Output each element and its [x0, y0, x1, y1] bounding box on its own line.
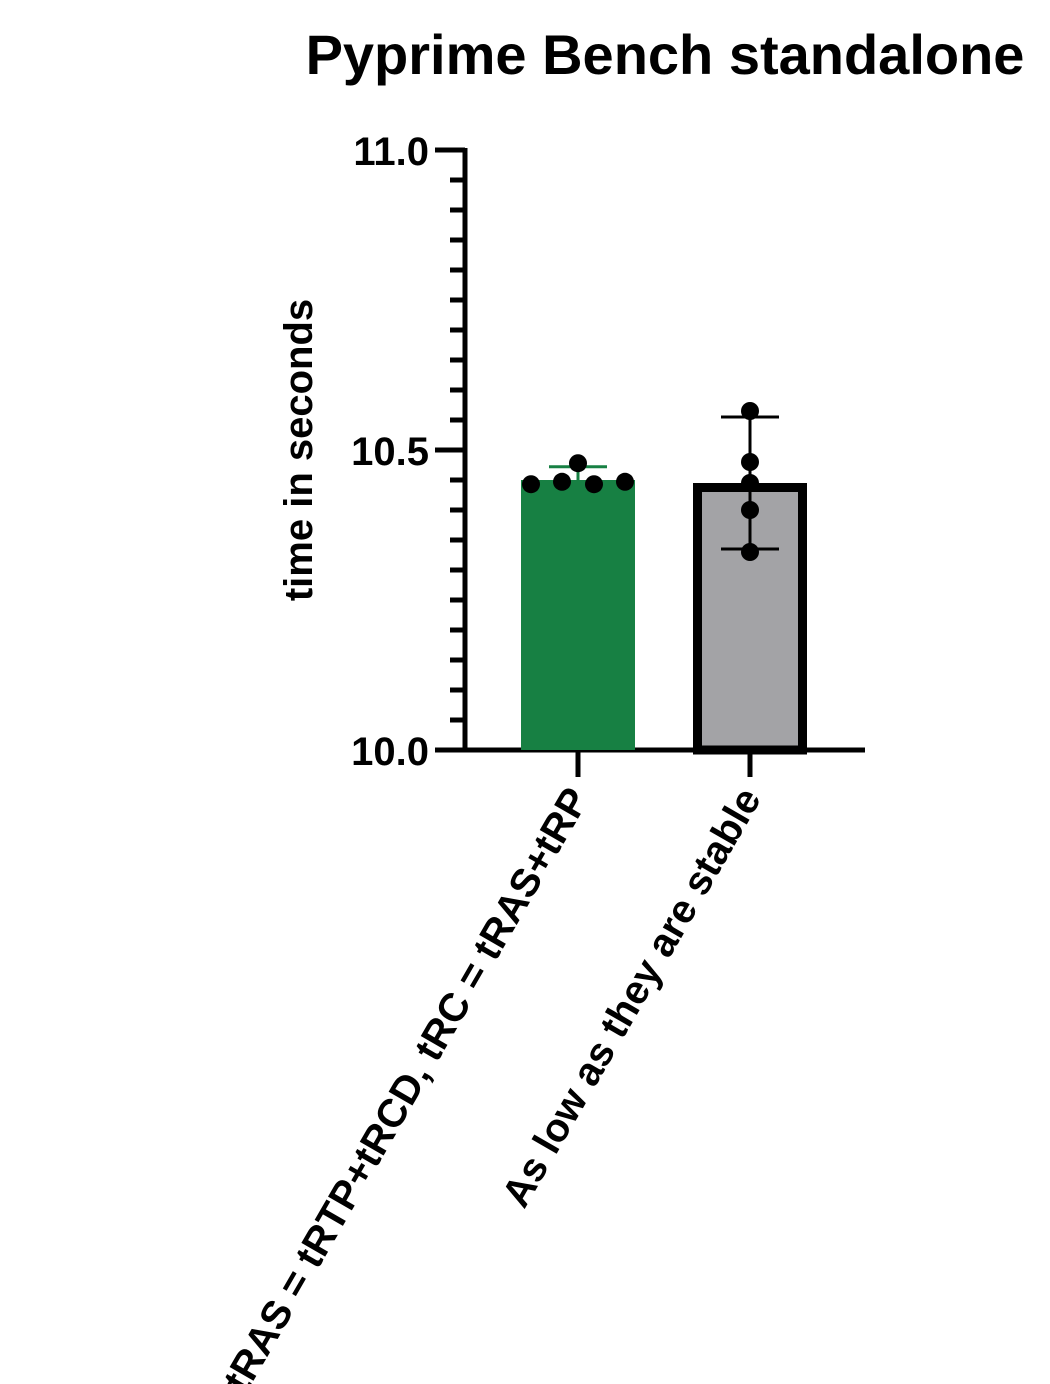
bars — [521, 415, 807, 755]
data-points — [522, 402, 759, 561]
data-point — [741, 501, 759, 519]
data-point — [741, 402, 759, 420]
y-tick-label: 11.0 — [353, 130, 429, 174]
y-tick-label: 10.0 — [351, 730, 429, 774]
data-point — [585, 475, 603, 494]
data-point — [569, 454, 587, 473]
y-axis-label: time in seconds — [277, 299, 321, 601]
bar — [521, 480, 635, 750]
data-point — [616, 472, 634, 491]
data-point — [741, 453, 759, 471]
data-point — [522, 475, 540, 494]
chart-title: Pyprime Bench standalone — [306, 23, 1025, 86]
x-tick-label: tRAS = tRTP+tRCD, tRC = tRAS+tRP — [215, 781, 598, 1384]
data-point — [553, 472, 571, 491]
data-point — [741, 543, 759, 561]
y-tick-label: 10.5 — [351, 430, 429, 474]
data-point — [741, 474, 759, 492]
